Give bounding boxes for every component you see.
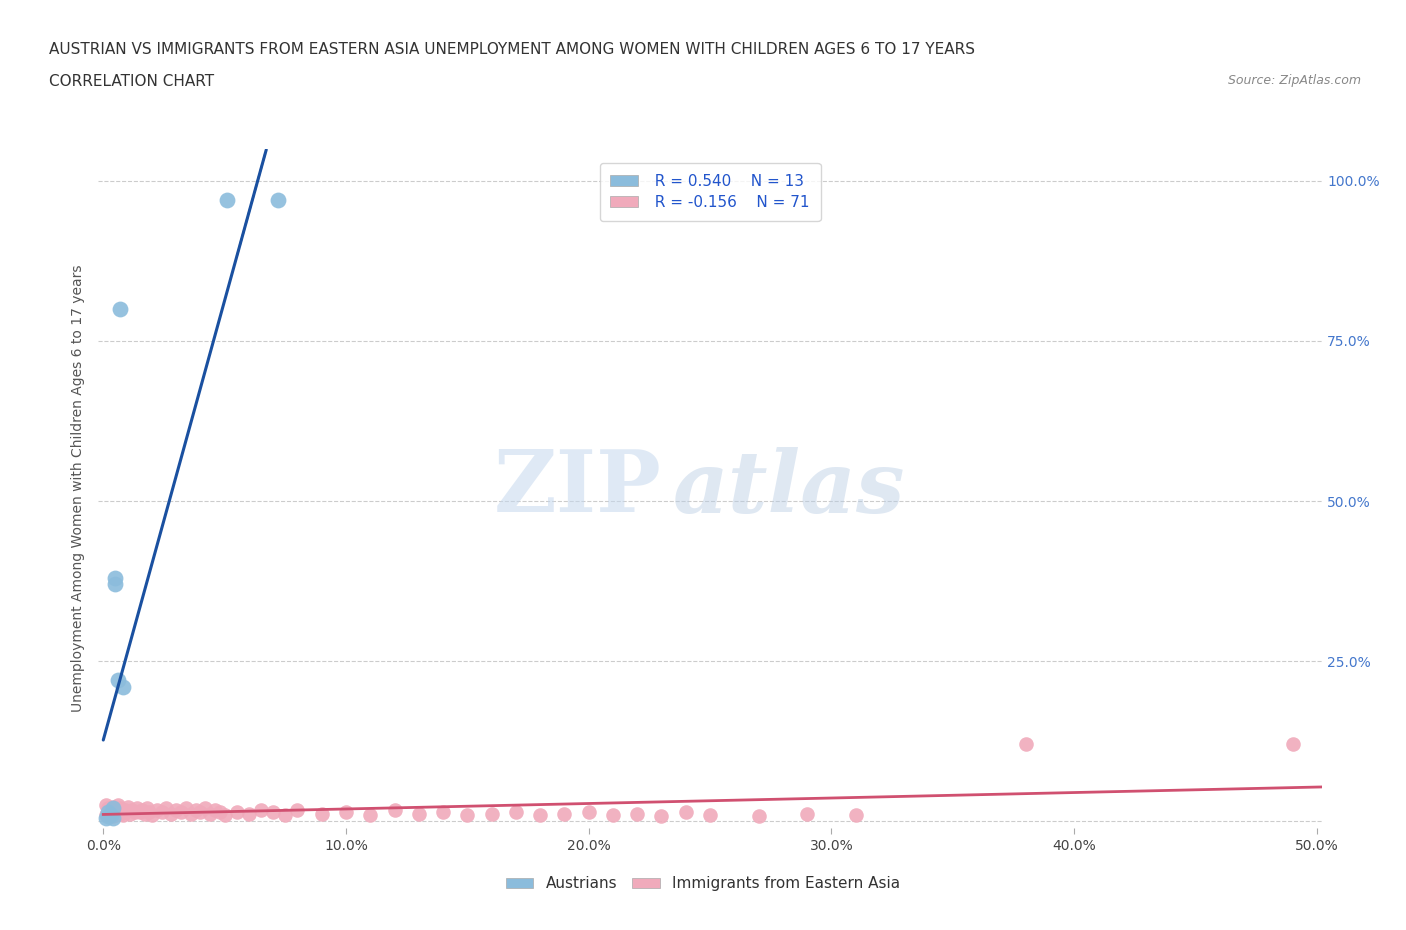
Point (107, 803, 129, 817)
Point (198, 806, 221, 821)
Point (748, 809, 770, 824)
Point (134, 806, 156, 821)
Point (1281, 737, 1303, 751)
Point (505, 804, 527, 819)
Point (136, 801, 159, 816)
Point (456, 807, 478, 822)
Point (104, 807, 127, 822)
Point (274, 807, 297, 822)
Y-axis label: Unemployment Among Women with Children Ages 6 to 17 years: Unemployment Among Women with Children A… (72, 264, 86, 712)
Point (796, 806, 818, 821)
Point (101, 809, 124, 824)
Point (267, 193, 290, 207)
Point (335, 804, 357, 819)
Point (111, 807, 134, 822)
Text: CORRELATION CHART: CORRELATION CHART (49, 74, 214, 89)
Point (845, 807, 868, 822)
Point (138, 804, 160, 819)
Point (188, 804, 212, 819)
Point (165, 803, 187, 817)
Point (204, 803, 226, 817)
Point (194, 801, 217, 816)
Point (111, 679, 134, 694)
Point (481, 806, 503, 821)
Point (384, 803, 406, 817)
Point (174, 801, 197, 816)
Point (238, 806, 260, 821)
Point (127, 801, 149, 816)
Point (94, 798, 117, 813)
Legend:   R = 0.540    N = 13,   R = -0.156    N = 71: R = 0.540 N = 13, R = -0.156 N = 71 (599, 164, 821, 220)
Point (699, 807, 721, 822)
Point (408, 806, 430, 821)
Point (155, 801, 177, 816)
Point (214, 807, 236, 822)
Point (100, 807, 122, 822)
Point (225, 804, 247, 819)
Point (100, 806, 122, 821)
Point (107, 798, 129, 813)
Point (150, 804, 173, 819)
Text: AUSTRIAN VS IMMIGRANTS FROM EASTERN ASIA UNEMPLOYMENT AMONG WOMEN WITH CHILDREN : AUSTRIAN VS IMMIGRANTS FROM EASTERN ASIA… (49, 42, 976, 57)
Point (675, 804, 697, 819)
Point (184, 803, 207, 817)
Point (94, 807, 117, 822)
Point (1014, 737, 1036, 751)
Text: Source: ZipAtlas.com: Source: ZipAtlas.com (1227, 74, 1361, 87)
Point (118, 806, 141, 821)
Point (111, 804, 134, 819)
Point (626, 806, 648, 821)
Point (121, 803, 143, 817)
Point (311, 806, 333, 821)
Point (110, 806, 132, 821)
Point (97, 809, 120, 824)
Point (114, 803, 136, 817)
Point (602, 807, 624, 822)
Point (104, 577, 127, 591)
Point (262, 804, 284, 819)
Point (117, 800, 139, 815)
Point (650, 809, 672, 824)
Point (578, 804, 600, 819)
Text: ZIP: ZIP (494, 446, 661, 530)
Point (145, 803, 167, 817)
Point (100, 803, 122, 817)
Point (250, 803, 273, 817)
Point (101, 800, 124, 815)
Point (359, 807, 381, 822)
Point (97, 804, 120, 819)
Point (101, 801, 124, 816)
Point (553, 806, 575, 821)
Point (432, 804, 454, 819)
Point (180, 806, 202, 821)
Point (208, 804, 231, 819)
Point (110, 801, 132, 816)
Point (128, 804, 150, 819)
Point (141, 807, 163, 822)
Point (97, 801, 120, 816)
Point (110, 301, 132, 316)
Point (101, 811, 124, 826)
Point (104, 804, 127, 819)
Point (107, 673, 129, 688)
Point (131, 803, 153, 817)
Point (160, 806, 183, 821)
Point (94, 811, 117, 826)
Point (124, 804, 146, 819)
Legend: Austrians, Immigrants from Eastern Asia: Austrians, Immigrants from Eastern Asia (498, 869, 908, 899)
Point (529, 807, 551, 822)
Text: atlas: atlas (673, 446, 905, 530)
Point (104, 570, 127, 585)
Point (287, 803, 309, 817)
Point (170, 804, 193, 819)
Point (97, 804, 120, 819)
Point (215, 193, 238, 207)
